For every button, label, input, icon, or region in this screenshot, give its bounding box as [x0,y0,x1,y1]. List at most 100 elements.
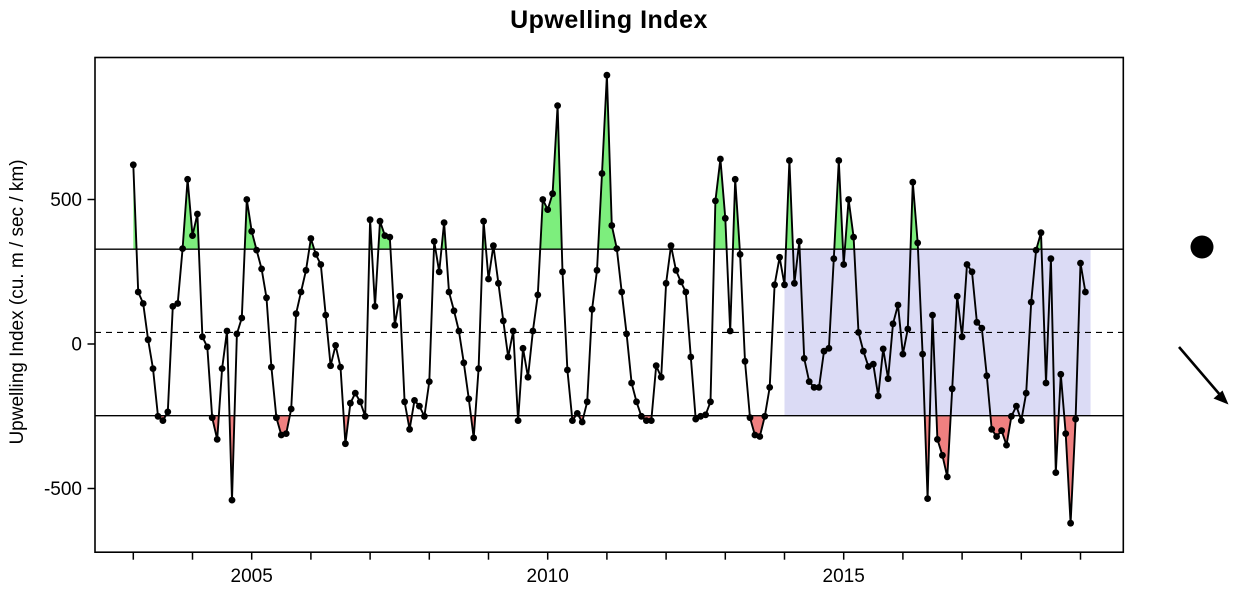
data-point [786,157,793,164]
data-point [657,373,665,381]
data-point [490,242,497,250]
y-axis-title: Upwelling Index (cu. m / sec / km) [7,159,28,445]
data-point [233,330,241,338]
data-point [672,266,680,274]
y-tick-label: 500 [50,190,82,211]
data-point [1072,415,1079,423]
data-point [203,343,211,351]
data-point [810,384,818,391]
data-point [243,196,251,203]
data-point [845,196,852,203]
data-point [134,288,142,296]
data-point [189,232,196,240]
data-point [159,417,167,424]
data-point [1047,255,1055,263]
data-point [628,379,635,387]
data-point [894,301,902,309]
data-point [539,196,547,203]
data-point [953,292,961,300]
data-point [534,291,542,299]
data-point [929,311,936,319]
x-tick-label: 2005 [231,566,273,587]
data-point [741,357,749,365]
chart-title: Upwelling Index [510,6,708,34]
data-point [238,314,246,322]
data-point [800,355,808,362]
down-right-arrow-icon [1178,346,1222,397]
data-point [988,425,996,433]
y-tick-label: 0 [71,335,82,356]
data-point [445,288,453,296]
data-point [914,239,922,247]
data-point [1022,389,1030,397]
data-point [707,398,714,406]
data-point [939,451,946,459]
data-point [830,255,838,263]
data-point [825,344,833,352]
data-point [874,392,882,400]
data-point [1067,519,1074,527]
data-point [322,311,330,319]
data-point [401,398,408,406]
data-point [662,279,670,287]
data-point [371,303,379,310]
data-point [297,288,305,296]
data-point [465,395,473,403]
data-point [549,190,556,198]
data-point [218,365,226,372]
data-point [312,251,320,258]
data-point [470,434,478,442]
x-tick-label: 2015 [823,566,865,587]
data-point [495,279,502,287]
data-point [149,365,157,372]
data-point [554,102,561,109]
filled-circle-marker-icon [1190,235,1214,259]
data-point [268,363,275,371]
data-point [1077,259,1084,267]
data-point [795,238,803,245]
data-point [746,414,754,422]
data-point [169,303,177,310]
data-point [327,362,334,370]
data-point [573,410,581,417]
data-point [805,378,813,385]
data-point [613,245,621,253]
data-point [366,216,374,224]
data-point [499,317,507,325]
data-point [958,333,966,341]
data-point [569,417,576,424]
data-point [475,365,482,372]
data-point [361,412,369,420]
data-point [983,372,991,380]
data-point [721,214,729,222]
plot-border [94,56,1125,554]
data-point [524,373,532,381]
data-point [347,399,354,407]
data-point [564,366,571,374]
data-point [514,417,522,424]
data-point [213,436,221,443]
data-point [1052,469,1060,476]
data-point [973,318,981,326]
data-point [1027,298,1035,306]
data-point [223,327,231,335]
data-point [815,384,823,391]
data-point [948,385,956,393]
data-point [450,307,458,315]
data-point [1057,370,1065,378]
data-point [993,433,1000,440]
data-point [771,281,778,289]
data-point [485,275,492,283]
data-point [273,414,280,422]
data-point [421,412,428,420]
data-point [1042,379,1050,387]
data-point [791,279,798,287]
data-point [638,412,645,420]
data-point [455,327,463,335]
data-point [356,398,364,406]
data-point [850,233,857,241]
data-point [588,305,596,313]
data-point [292,310,300,318]
data-point [559,268,566,276]
data-point [623,330,630,338]
